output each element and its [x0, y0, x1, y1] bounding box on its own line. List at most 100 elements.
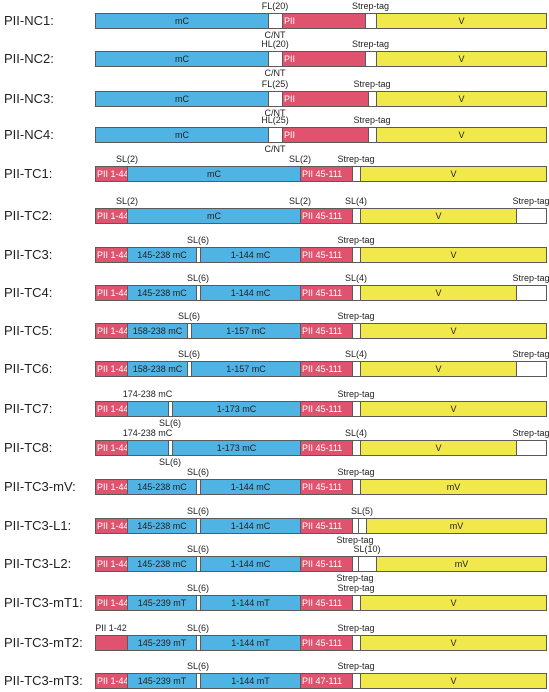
- construct-name: PII-NC3:: [4, 91, 54, 106]
- construct-name: PII-TC1:: [4, 166, 53, 181]
- annotation-label: Strep-tag: [351, 1, 390, 11]
- construct-name: PII-TC3-mV:: [4, 479, 76, 494]
- pii-segment: PII 45-111: [300, 401, 353, 417]
- annotation-label: SL(2): [288, 196, 312, 206]
- pii-segment: PII: [282, 13, 366, 29]
- v-segment: V: [360, 323, 547, 339]
- construct-name: PII-TC3-mT2:: [4, 635, 83, 650]
- construct-name: PII-NC4:: [4, 127, 54, 142]
- annotation-label: HL(25): [261, 115, 289, 125]
- mc-segment: mC: [95, 51, 269, 67]
- linker-segment: [268, 127, 283, 143]
- mc-segment: 1-144 mT: [200, 635, 301, 651]
- pii-segment: PII 45-111: [300, 285, 353, 301]
- annotation-label: SL(2): [288, 154, 312, 164]
- linker-segment: [516, 208, 547, 224]
- mc-segment: mC: [95, 91, 269, 107]
- annotation-label: Strep-tag: [512, 196, 549, 206]
- annotation-label: FL(25): [261, 79, 289, 89]
- annotation-label: HL(20): [261, 39, 289, 49]
- linker-segment: [268, 91, 283, 107]
- annotation-label: Strep-tag: [353, 115, 391, 125]
- annotation-label: SL(2): [115, 154, 139, 164]
- construct-name: PII-TC4:: [4, 285, 53, 300]
- mc-segment: 145-239 mT: [127, 635, 197, 651]
- annotation-label: Strep-tag: [337, 623, 375, 633]
- pii-segment: PII 45-111: [300, 440, 353, 456]
- annotation-label: PII 1-42: [95, 623, 127, 633]
- v-segment: mV: [360, 479, 547, 495]
- construct-name: PII-NC1:: [4, 13, 54, 28]
- annotation-label: Strep-tag: [336, 573, 374, 583]
- v-segment: V: [360, 635, 547, 651]
- pii-segment: PII 45-111: [300, 595, 353, 611]
- pii-segment: PII 45-111: [300, 518, 353, 534]
- mc-segment: mC: [95, 13, 269, 29]
- linker-segment: [268, 13, 283, 29]
- pii-segment: [95, 635, 128, 651]
- pii-segment: PII: [282, 127, 369, 143]
- annotation-label: SL(6): [186, 583, 210, 593]
- annotation-label: Strep-tag: [336, 535, 374, 545]
- mc-segment: 158-238 mC: [127, 361, 188, 377]
- annotation-label: SL(6): [186, 273, 210, 283]
- mc-segment: 1-144 mC: [200, 518, 301, 534]
- mc-segment: 1-173 mC: [172, 440, 301, 456]
- mc-segment: 145-238 mC: [127, 479, 197, 495]
- mc-segment: 158-238 mC: [127, 323, 188, 339]
- pii-segment: PII 45-111: [300, 208, 353, 224]
- pii-segment: PII 1-44: [95, 285, 128, 301]
- mc-segment: 145-238 mC: [127, 556, 197, 572]
- mc-segment: [127, 401, 169, 417]
- annotation-label: Strep-tag: [337, 154, 375, 164]
- annotation-label: SL(4): [344, 349, 368, 359]
- construct-name: PII-NC2:: [4, 51, 54, 66]
- v-segment: V: [360, 401, 547, 417]
- v-segment: V: [360, 595, 547, 611]
- annotation-label: SL(4): [344, 196, 368, 206]
- construct-name: PII-TC5:: [4, 323, 53, 338]
- annotation-label: Strep-tag: [512, 349, 549, 359]
- annotation-label: SL(6): [186, 661, 210, 671]
- annotation-label: FL(20): [261, 1, 289, 11]
- pii-segment: PII 45-111: [300, 166, 353, 182]
- v-segment: V: [360, 361, 517, 377]
- annotation-label: Strep-tag: [337, 661, 375, 671]
- mc-segment: 1-144 mC: [200, 247, 301, 263]
- construct-name: PII-TC3:: [4, 247, 53, 262]
- v-segment: V: [376, 51, 547, 67]
- annotation-label: SL(5): [350, 506, 374, 516]
- annotation-label: SL(6): [158, 457, 182, 467]
- pii-segment: PII 1-44: [95, 595, 128, 611]
- annotation-label: Strep-tag: [337, 311, 375, 321]
- construct-name: PII-TC2:: [4, 208, 53, 223]
- mc-segment: 145-238 mC: [127, 247, 197, 263]
- annotation-label: Strep-tag: [337, 467, 375, 477]
- mc-segment: 1-144 mC: [200, 285, 301, 301]
- v-segment: V: [360, 247, 547, 263]
- construct-name: PII-TC3-mT3:: [4, 673, 83, 688]
- mc-segment: 1-144 mC: [200, 556, 301, 572]
- pii-segment: PII 1-44: [95, 518, 128, 534]
- annotation-label: 174-238 mC: [122, 428, 173, 438]
- mc-segment: 145-239 mT: [127, 673, 197, 689]
- annotation-label: SL(6): [186, 235, 210, 245]
- construct-name: PII-TC6:: [4, 361, 53, 376]
- linker-segment: [268, 51, 283, 67]
- annotation-label: SL(6): [177, 311, 201, 321]
- annotation-label: Strep-tag: [512, 428, 549, 438]
- construct-name: PII-TC3-mT1:: [4, 595, 83, 610]
- v-segment: mV: [376, 556, 547, 572]
- mc-segment: 145-239 mT: [127, 595, 197, 611]
- mc-segment: mC: [127, 166, 301, 182]
- annotation-label: SL(6): [177, 349, 201, 359]
- mc-segment: mC: [127, 208, 301, 224]
- v-segment: V: [360, 440, 517, 456]
- annotation-label: Strep-tag: [353, 79, 391, 89]
- pii-segment: PII 1-44: [95, 247, 128, 263]
- mc-segment: [127, 440, 169, 456]
- annotation-label: SL(4): [344, 428, 368, 438]
- annotation-label: SL(6): [158, 418, 182, 428]
- pii-segment: PII 45-111: [300, 361, 353, 377]
